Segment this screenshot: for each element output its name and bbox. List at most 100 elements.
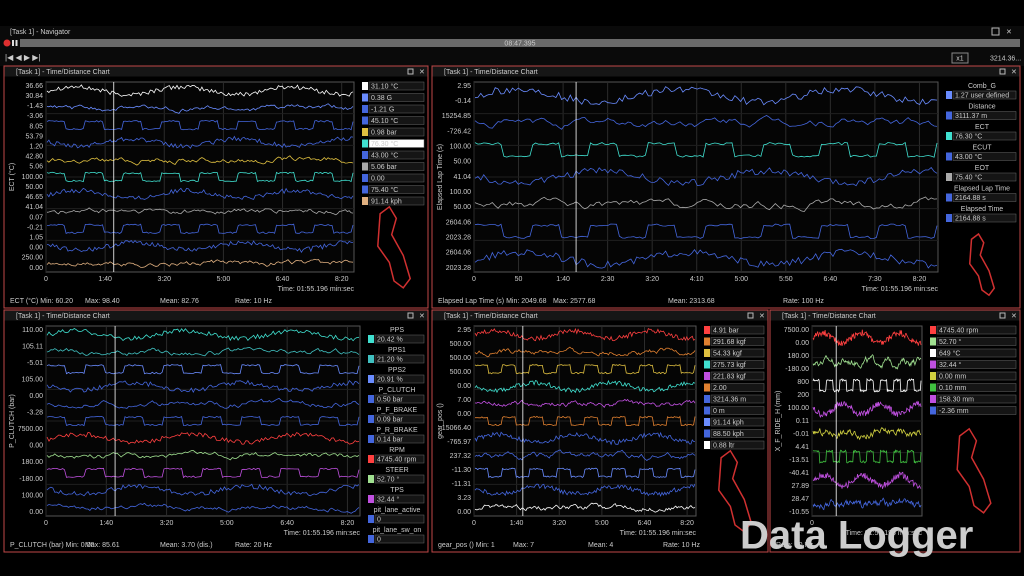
legend-value-box[interactable]	[936, 360, 1017, 369]
legend-value-box[interactable]	[952, 131, 1017, 141]
legend-swatch	[930, 326, 936, 334]
legend-value-box[interactable]	[710, 440, 765, 450]
legend-value-box[interactable]	[936, 337, 1017, 346]
zoom-box[interactable]	[951, 52, 969, 64]
y-tick-label: 41.04	[25, 204, 43, 211]
signal-trace	[813, 449, 922, 464]
window-button[interactable]	[407, 312, 414, 319]
legend-value-box[interactable]	[710, 429, 765, 438]
panel-header	[432, 66, 1020, 77]
legend-value-box[interactable]	[368, 93, 425, 102]
legend-value: 221.83 kgf	[713, 373, 746, 380]
legend-value-box[interactable]	[374, 394, 425, 404]
legend-value-box[interactable]	[368, 173, 425, 183]
signal-trace	[47, 223, 354, 234]
legend-value-box[interactable]	[952, 111, 1017, 120]
legend-value-box[interactable]	[952, 172, 1017, 182]
footer-stat: Elapsed Lap Time (s) Min: 2049.68	[438, 298, 547, 305]
legend-value-box[interactable]	[936, 325, 1017, 335]
legend-value-box[interactable]	[374, 454, 425, 464]
legend-value-box[interactable]	[710, 383, 765, 392]
legend-value-box[interactable]	[374, 334, 425, 344]
close-button[interactable]: ✕	[1011, 313, 1017, 320]
legend-value-box[interactable]	[368, 139, 425, 148]
window-button[interactable]	[991, 27, 1000, 36]
legend-value-box[interactable]	[374, 514, 425, 524]
signal-trace	[474, 483, 696, 497]
legend-value-box[interactable]	[710, 394, 765, 404]
legend-value-box[interactable]	[368, 116, 425, 125]
legend-value-box[interactable]	[368, 81, 425, 91]
signal-trace	[474, 431, 695, 446]
pause-button[interactable]	[15, 40, 18, 46]
y-tick-label: 27.89	[791, 483, 809, 490]
legend-value-box[interactable]	[374, 374, 425, 384]
y-tick-label: -13.51	[789, 457, 809, 464]
legend-value-box[interactable]	[710, 348, 765, 358]
y-tick-label: -11.30	[452, 467, 471, 474]
signal-trace	[474, 86, 938, 106]
legend-value-box[interactable]	[374, 414, 425, 424]
legend-value-box[interactable]	[368, 104, 425, 114]
legend-swatch	[946, 132, 952, 140]
progress-bar[interactable]	[20, 39, 1020, 47]
distance-readout: 3214.36...	[990, 55, 1021, 62]
legend-value-box[interactable]	[374, 354, 425, 364]
playback-controls[interactable]: |◀ ◀ ▶ ▶|	[5, 53, 40, 62]
record-button[interactable]	[3, 39, 11, 47]
position-time: 08:47.395	[504, 40, 535, 47]
close-button[interactable]: ✕	[759, 313, 765, 320]
legend-value-box[interactable]	[952, 213, 1017, 223]
close-button[interactable]: ✕	[419, 313, 425, 320]
legend-value-box[interactable]	[710, 325, 765, 335]
close-button[interactable]: ✕	[1006, 29, 1012, 36]
legend-value-box[interactable]	[952, 90, 1017, 100]
signal-trace	[812, 354, 922, 370]
legend-swatch	[362, 139, 368, 148]
signal-trace	[812, 426, 922, 441]
legend-value: 3111.37 m	[955, 113, 987, 120]
legend-value-box[interactable]	[374, 494, 425, 504]
legend-value-box[interactable]	[368, 185, 425, 194]
y-tick-label: 5.06	[29, 164, 43, 171]
close-button[interactable]: ✕	[1011, 69, 1017, 76]
signal-trace	[474, 449, 696, 462]
legend-value-box[interactable]	[936, 383, 1017, 392]
legend-value-box[interactable]	[952, 152, 1017, 161]
legend-value-box[interactable]	[368, 162, 425, 171]
legend-value-box[interactable]	[710, 417, 765, 427]
legend-value: 88.50 kph	[713, 431, 744, 438]
legend-value-box[interactable]	[368, 127, 425, 137]
footer-stat: Rate: 100 Hz	[783, 298, 824, 305]
footer-stat: Mean: 82.76	[160, 298, 199, 305]
window-button[interactable]	[999, 68, 1006, 75]
legend-value-box[interactable]	[368, 196, 425, 206]
legend-value-box[interactable]	[374, 534, 425, 544]
legend-value-box[interactable]	[710, 371, 765, 381]
legend-value-box[interactable]	[710, 406, 765, 415]
legend-value-box[interactable]	[710, 360, 765, 369]
close-button[interactable]: ✕	[419, 69, 425, 76]
legend-value-box[interactable]	[936, 394, 1017, 404]
window-button[interactable]	[747, 312, 754, 319]
legend-value-box[interactable]	[710, 337, 765, 346]
legend-value-box[interactable]	[952, 193, 1017, 202]
window-button[interactable]	[999, 312, 1006, 319]
panel-title: [Task 1] - Time/Distance Chart	[16, 69, 110, 76]
window-button[interactable]	[407, 68, 414, 75]
pause-button[interactable]	[12, 40, 14, 46]
legend-swatch	[946, 152, 952, 161]
signal-trace	[46, 155, 354, 166]
legend-value-box[interactable]	[936, 406, 1017, 415]
legend-value-box[interactable]	[936, 371, 1017, 381]
legend-value-box[interactable]	[368, 150, 425, 160]
legend-value: 3214.36 m	[713, 396, 746, 403]
legend-value-box[interactable]	[374, 434, 425, 444]
legend-value: 0	[377, 536, 381, 543]
y-tick-label: 50.00	[453, 159, 471, 166]
x-tick-label: 0	[472, 276, 476, 283]
legend-value-box[interactable]	[936, 348, 1017, 358]
legend-value-box[interactable]	[374, 474, 425, 484]
x-tick-label: 6:40	[280, 520, 294, 527]
legend-value: 649 °C	[939, 349, 960, 357]
